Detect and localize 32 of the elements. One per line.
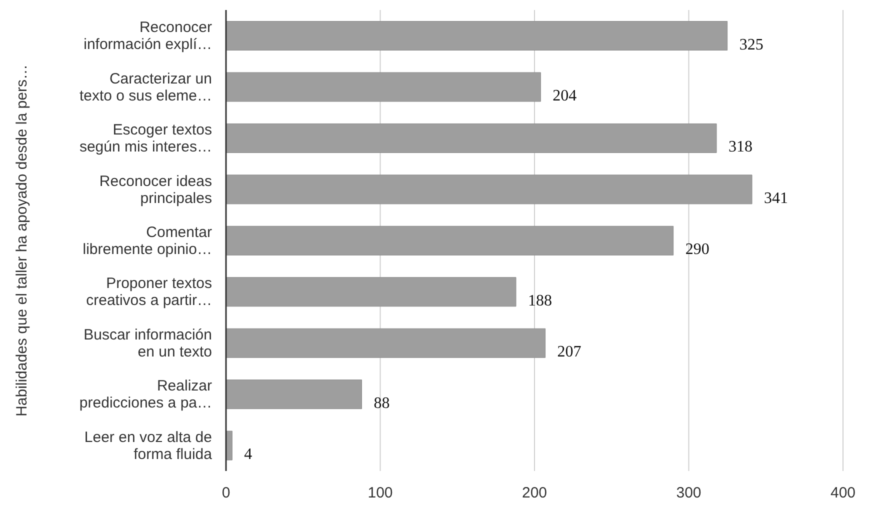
y-tick-label: Proponer textos creativos a partir… <box>86 274 212 309</box>
data-label: 290 <box>685 241 710 258</box>
bar <box>226 277 516 307</box>
x-tick-label: 200 <box>522 484 548 502</box>
data-label: 204 <box>552 87 577 104</box>
data-label: 4 <box>244 446 252 464</box>
y-axis-title: Habilidades que el taller ha apoyado desde la pers… <box>13 64 30 416</box>
x-tick-label: 300 <box>676 484 702 502</box>
x-tick-label: 100 <box>368 484 393 502</box>
y-tick-label: Realizar predicciones a pa… <box>79 377 212 412</box>
data-label: 207 <box>557 344 582 361</box>
bar <box>226 123 717 153</box>
x-tick-label: 400 <box>830 484 856 502</box>
y-tick-label: Caracterizar un texto o sus eleme… <box>79 70 212 104</box>
bar <box>226 21 728 51</box>
y-tick-label: Reconocer información explí… <box>84 18 212 53</box>
data-label: 318 <box>728 138 753 156</box>
y-tick-label: Escoger textos según mis interes… <box>79 121 212 156</box>
data-label: 325 <box>739 36 764 54</box>
data-label: 188 <box>528 292 552 310</box>
y-tick-label: Comentar libremente opinio… <box>82 224 212 258</box>
data-label: 341 <box>764 190 788 207</box>
bar <box>226 328 546 358</box>
y-tick-label: Buscar información en un texto <box>84 326 212 360</box>
x-tick-label: 0 <box>222 484 230 502</box>
bar <box>226 174 752 204</box>
y-tick-label: Leer en voz alta de forma fluida <box>84 428 213 462</box>
y-tick-label: Reconocer ideas principales <box>99 172 212 206</box>
data-label: 88 <box>374 394 390 412</box>
bar <box>226 226 674 256</box>
bar <box>226 380 362 410</box>
bar <box>226 72 541 102</box>
